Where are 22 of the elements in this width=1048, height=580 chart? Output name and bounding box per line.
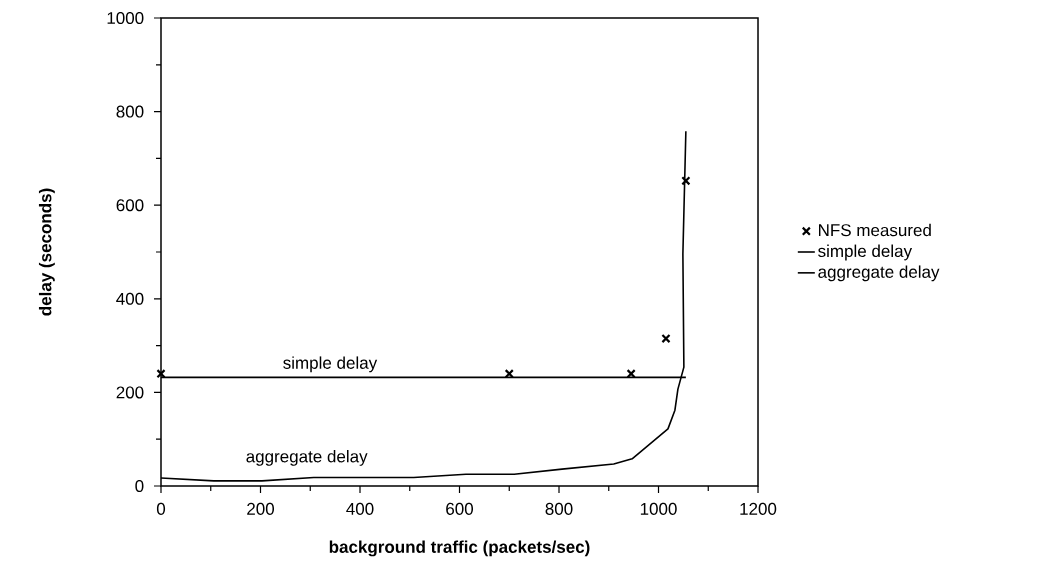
y-tick-label: 400 (116, 292, 144, 305)
x-tick-label: 600 (446, 502, 474, 515)
y-axis-title: delay (seconds) (38, 188, 55, 316)
x-tick-label: 400 (346, 502, 374, 515)
x-tick-label: 1000 (640, 502, 677, 515)
point (661, 333, 671, 344)
y-tick-label: 600 (116, 199, 144, 212)
legend-label: aggregate delay (818, 265, 940, 282)
x-tick-label: 800 (545, 502, 573, 515)
point (681, 176, 691, 186)
legend-label: NFS measured (819, 223, 931, 237)
y-tick-label: 0 (135, 479, 144, 493)
annotation: aggregate delay (246, 450, 368, 466)
legend-label: simple delay (818, 244, 913, 261)
x-axis-title: background traffic (packets/sec) (329, 540, 590, 557)
x-tick-label: 0 (156, 502, 166, 515)
y-tick-label: 800 (116, 105, 144, 118)
annotation: simple delay (283, 356, 378, 373)
y-tick-label: 1000 (107, 11, 144, 25)
x-tick-label: 1200 (740, 502, 777, 515)
x-tick-label: 200 (247, 502, 275, 515)
y-tick-label: 200 (116, 386, 144, 399)
